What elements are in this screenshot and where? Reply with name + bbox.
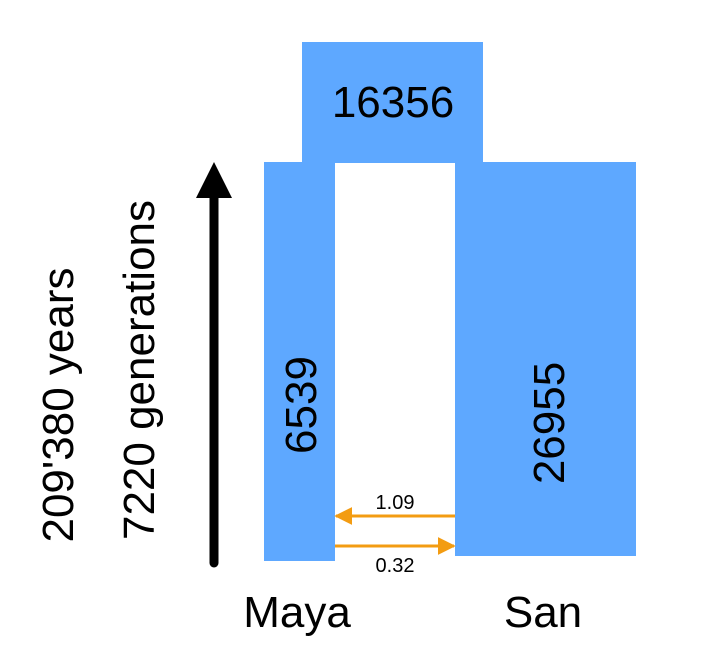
- ancestral-population-size: 16356: [332, 78, 454, 127]
- ancestral-population-block: [302, 42, 483, 163]
- maya-population-label: Maya: [243, 588, 351, 637]
- san-population-label: San: [504, 588, 582, 637]
- migration-rate-maya-to-san: 0.32: [376, 555, 415, 577]
- maya-population-block: [264, 162, 335, 561]
- time-arrow-head-icon: [196, 162, 232, 198]
- san-population-size: 26955: [525, 362, 574, 484]
- maya-population-size: 6539: [277, 356, 326, 454]
- migration-rate-san-to-maya: 1.09: [376, 492, 415, 514]
- time-generations-label: 7220 generations: [115, 200, 164, 540]
- san-population-block: [455, 162, 636, 556]
- time-years-label: 209'380 years: [34, 267, 83, 542]
